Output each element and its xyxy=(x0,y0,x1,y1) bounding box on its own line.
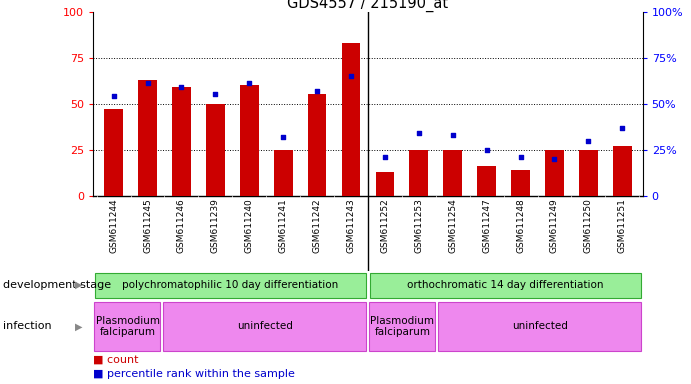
Bar xyxy=(511,170,530,196)
Point xyxy=(346,73,357,79)
Bar xyxy=(240,85,258,196)
Point xyxy=(210,91,221,98)
Bar xyxy=(206,104,225,196)
Bar xyxy=(274,150,292,196)
Point xyxy=(108,93,119,99)
Bar xyxy=(410,150,428,196)
Bar xyxy=(138,80,157,196)
Bar xyxy=(613,146,632,196)
Text: GSM611247: GSM611247 xyxy=(482,198,491,253)
Point xyxy=(244,80,255,86)
Text: GSM611252: GSM611252 xyxy=(381,198,390,253)
Text: development stage: development stage xyxy=(3,280,111,290)
Bar xyxy=(437,302,641,351)
Text: GSM611250: GSM611250 xyxy=(584,198,593,253)
Bar xyxy=(477,166,496,196)
Bar xyxy=(444,150,462,196)
Bar xyxy=(341,43,360,196)
Text: GSM611248: GSM611248 xyxy=(516,198,525,253)
Bar xyxy=(95,273,366,298)
Point xyxy=(481,147,492,153)
Point xyxy=(379,154,390,160)
Point xyxy=(413,130,424,136)
Text: infection: infection xyxy=(3,321,52,331)
Text: GSM611239: GSM611239 xyxy=(211,198,220,253)
Bar xyxy=(545,150,564,196)
Text: ▶: ▶ xyxy=(75,321,83,331)
Point xyxy=(278,134,289,140)
Bar xyxy=(369,302,435,351)
Point xyxy=(617,124,628,131)
Text: ■ count: ■ count xyxy=(93,355,139,365)
Bar xyxy=(94,302,160,351)
Text: GSM611245: GSM611245 xyxy=(143,198,152,253)
Text: ▶: ▶ xyxy=(75,280,83,290)
Bar xyxy=(579,150,598,196)
Text: uninfected: uninfected xyxy=(512,321,567,331)
Bar xyxy=(307,94,326,196)
Point xyxy=(447,132,458,138)
Title: GDS4557 / 215190_at: GDS4557 / 215190_at xyxy=(287,0,448,12)
Text: orthochromatic 14 day differentiation: orthochromatic 14 day differentiation xyxy=(407,280,603,290)
Point xyxy=(515,154,526,160)
Point xyxy=(312,88,323,94)
Text: Plasmodium
falciparum: Plasmodium falciparum xyxy=(370,316,434,337)
Point xyxy=(549,156,560,162)
Text: uninfected: uninfected xyxy=(237,321,293,331)
Text: GSM611253: GSM611253 xyxy=(415,198,424,253)
Text: ■ percentile rank within the sample: ■ percentile rank within the sample xyxy=(93,369,295,379)
Bar xyxy=(163,302,366,351)
Text: polychromatophilic 10 day differentiation: polychromatophilic 10 day differentiatio… xyxy=(122,280,339,290)
Text: GSM611242: GSM611242 xyxy=(312,198,321,253)
Bar xyxy=(376,172,395,196)
Bar xyxy=(172,87,191,196)
Text: GSM611249: GSM611249 xyxy=(550,198,559,253)
Bar xyxy=(104,109,123,196)
Text: GSM611251: GSM611251 xyxy=(618,198,627,253)
Text: GSM611254: GSM611254 xyxy=(448,198,457,253)
Text: GSM611240: GSM611240 xyxy=(245,198,254,253)
Text: GSM611243: GSM611243 xyxy=(346,198,355,253)
Point xyxy=(142,80,153,86)
Text: GSM611244: GSM611244 xyxy=(109,198,118,253)
Bar xyxy=(370,273,641,298)
Text: GSM611241: GSM611241 xyxy=(278,198,287,253)
Point xyxy=(583,137,594,144)
Point xyxy=(176,84,187,90)
Text: GSM611246: GSM611246 xyxy=(177,198,186,253)
Text: Plasmodium
falciparum: Plasmodium falciparum xyxy=(95,316,160,337)
